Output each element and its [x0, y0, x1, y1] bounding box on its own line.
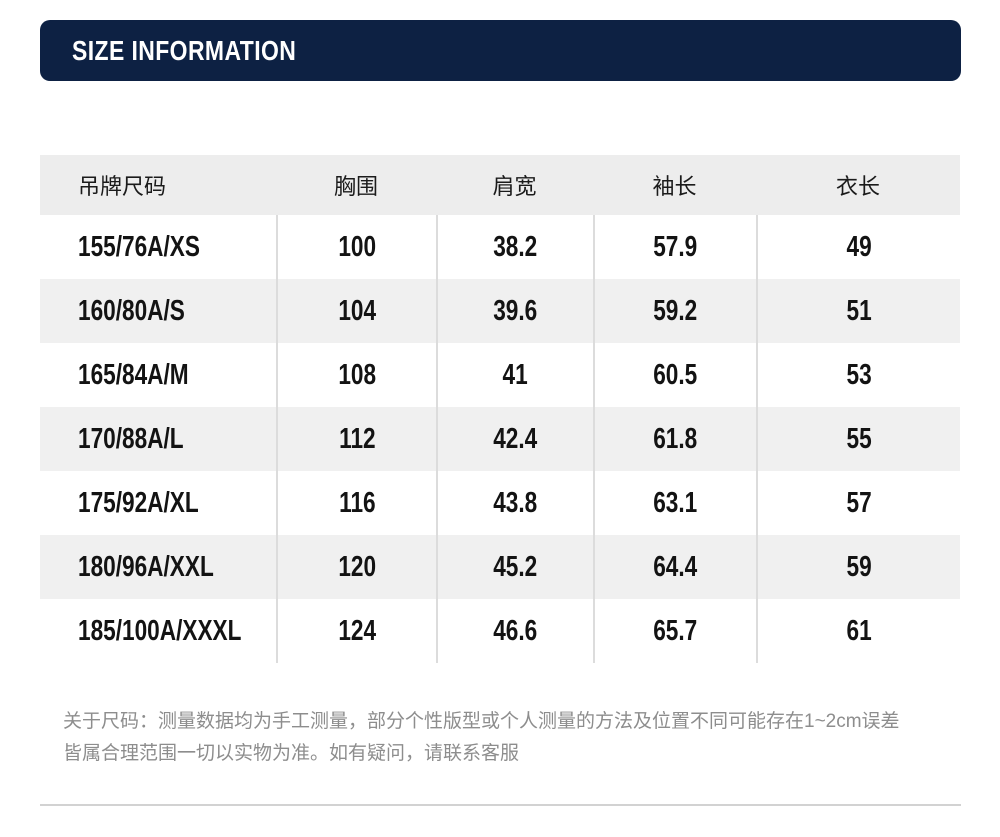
table-row: 185/100A/XXXL 124 46.6 65.7 61 — [40, 599, 960, 663]
cell-shoulder: 42.4 — [436, 407, 593, 471]
cell-shoulder: 45.2 — [436, 535, 593, 599]
cell-shoulder: 38.2 — [436, 215, 593, 279]
cell-shoulder-value: 38.2 — [493, 230, 538, 263]
col-header-tag-size-label: 吊牌尺码 — [78, 174, 167, 199]
size-table-header-row: 吊牌尺码 胸围 肩宽 袖长 衣长 — [40, 155, 960, 215]
table-row: 175/92A/XL 116 43.8 63.1 57 — [40, 471, 960, 535]
size-info-title: SIZE INFORMATION — [72, 34, 297, 66]
cell-size: 160/80A/S — [40, 279, 276, 343]
cell-shoulder-value: 46.6 — [493, 614, 538, 647]
cell-length: 51 — [756, 279, 960, 343]
cell-sleeve: 64.4 — [593, 535, 756, 599]
cell-chest: 120 — [276, 535, 436, 599]
cell-chest-value: 116 — [338, 486, 376, 519]
cell-shoulder: 43.8 — [436, 471, 593, 535]
cell-size: 170/88A/L — [40, 407, 276, 471]
cell-length: 55 — [756, 407, 960, 471]
col-header-length-label: 衣长 — [835, 174, 880, 199]
size-note: 关于尺码：测量数据均为手工测量，部分个性版型或个人测量的方法及位置不同可能存在1… — [63, 706, 963, 770]
cell-length: 61 — [756, 599, 960, 663]
cell-size-value: 185/100A/XXXL — [78, 614, 242, 647]
cell-size-value: 175/92A/XL — [78, 486, 199, 519]
cell-sleeve-value: 57.9 — [653, 230, 698, 263]
cell-length-value: 51 — [846, 294, 872, 327]
cell-sleeve-value: 59.2 — [653, 294, 698, 327]
cell-length: 59 — [756, 535, 960, 599]
cell-length-value: 59 — [846, 550, 872, 583]
cell-chest-value: 120 — [338, 550, 376, 583]
table-row: 165/84A/M 108 41 60.5 53 — [40, 343, 960, 407]
cell-length-value: 55 — [846, 422, 872, 455]
cell-sleeve-value: 65.7 — [653, 614, 698, 647]
cell-sleeve-value: 64.4 — [653, 550, 698, 583]
col-header-sleeve-label: 袖长 — [652, 174, 697, 199]
size-note-line-1: 关于尺码：测量数据均为手工测量，部分个性版型或个人测量的方法及位置不同可能存在1… — [63, 711, 900, 732]
cell-shoulder: 41 — [436, 343, 593, 407]
cell-size: 165/84A/M — [40, 343, 276, 407]
cell-shoulder-value: 42.4 — [493, 422, 538, 455]
cell-chest: 104 — [276, 279, 436, 343]
col-header-shoulder-label: 肩宽 — [492, 174, 537, 199]
cell-size-value: 180/96A/XXL — [78, 550, 214, 583]
cell-sleeve-value: 63.1 — [653, 486, 698, 519]
table-row: 155/76A/XS 100 38.2 57.9 49 — [40, 215, 960, 279]
cell-sleeve: 57.9 — [593, 215, 756, 279]
col-header-tag-size: 吊牌尺码 — [40, 155, 276, 215]
cell-chest: 124 — [276, 599, 436, 663]
col-header-length: 衣长 — [756, 155, 960, 215]
cell-length-value: 61 — [846, 614, 872, 647]
table-row: 170/88A/L 112 42.4 61.8 55 — [40, 407, 960, 471]
cell-size-value: 170/88A/L — [78, 422, 184, 455]
col-header-sleeve: 袖长 — [593, 155, 756, 215]
cell-shoulder-value: 45.2 — [493, 550, 538, 583]
cell-size: 155/76A/XS — [40, 215, 276, 279]
cell-size-value: 165/84A/M — [78, 358, 189, 391]
cell-length-value: 57 — [846, 486, 872, 519]
cell-sleeve-value: 60.5 — [653, 358, 698, 391]
cell-sleeve: 65.7 — [593, 599, 756, 663]
cell-shoulder: 46.6 — [436, 599, 593, 663]
col-header-chest: 胸围 — [276, 155, 436, 215]
cell-chest-value: 124 — [338, 614, 376, 647]
cell-length: 53 — [756, 343, 960, 407]
cell-sleeve: 61.8 — [593, 407, 756, 471]
cell-sleeve: 63.1 — [593, 471, 756, 535]
cell-size: 175/92A/XL — [40, 471, 276, 535]
bottom-divider — [40, 804, 961, 806]
cell-shoulder-value: 43.8 — [493, 486, 538, 519]
cell-sleeve: 60.5 — [593, 343, 756, 407]
cell-sleeve-value: 61.8 — [653, 422, 698, 455]
size-table: 吊牌尺码 胸围 肩宽 袖长 衣长 155/76A/XS 100 38.2 57.… — [40, 155, 960, 663]
cell-size-value: 155/76A/XS — [78, 230, 200, 263]
cell-length-value: 49 — [846, 230, 872, 263]
cell-chest: 116 — [276, 471, 436, 535]
cell-chest-value: 104 — [338, 294, 376, 327]
cell-sleeve: 59.2 — [593, 279, 756, 343]
size-info-banner: SIZE INFORMATION — [40, 20, 961, 81]
table-row: 160/80A/S 104 39.6 59.2 51 — [40, 279, 960, 343]
cell-chest: 100 — [276, 215, 436, 279]
cell-chest: 108 — [276, 343, 436, 407]
cell-shoulder-value: 39.6 — [493, 294, 538, 327]
cell-length: 57 — [756, 471, 960, 535]
cell-chest: 112 — [276, 407, 436, 471]
cell-chest-value: 112 — [338, 422, 376, 455]
cell-length-value: 53 — [846, 358, 872, 391]
cell-shoulder: 39.6 — [436, 279, 593, 343]
col-header-shoulder: 肩宽 — [436, 155, 593, 215]
cell-size: 180/96A/XXL — [40, 535, 276, 599]
cell-chest-value: 100 — [338, 230, 376, 263]
size-note-line-2: 皆属合理范围一切以实物为准。如有疑问，请联系客服 — [63, 743, 520, 764]
col-header-chest-label: 胸围 — [333, 174, 378, 199]
cell-size-value: 160/80A/S — [78, 294, 185, 327]
cell-shoulder-value: 41 — [502, 358, 529, 391]
cell-chest-value: 108 — [338, 358, 376, 391]
cell-length: 49 — [756, 215, 960, 279]
table-row: 180/96A/XXL 120 45.2 64.4 59 — [40, 535, 960, 599]
cell-size: 185/100A/XXXL — [40, 599, 276, 663]
